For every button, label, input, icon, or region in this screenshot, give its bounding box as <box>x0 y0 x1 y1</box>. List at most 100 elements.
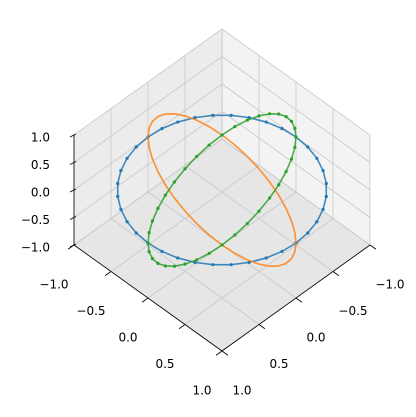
marker <box>183 167 187 171</box>
y-tick-mark <box>332 271 340 277</box>
marker <box>176 120 180 124</box>
marker <box>324 194 328 199</box>
marker <box>321 207 325 211</box>
marker <box>119 169 123 173</box>
y-axis-line <box>221 244 371 352</box>
marker <box>277 183 281 187</box>
z-tick-label: −0.5 <box>21 213 50 227</box>
y-tick-label: 1.0 <box>232 384 251 398</box>
y-tick-mark <box>221 350 229 356</box>
y-tick-label: 0.0 <box>306 331 325 345</box>
grid-line <box>184 165 334 272</box>
x-tick-label: −0.5 <box>76 304 105 318</box>
marker <box>284 170 288 174</box>
marker <box>156 261 160 265</box>
x-tick-mark <box>141 297 149 303</box>
marker <box>289 119 294 123</box>
marker <box>150 219 155 223</box>
z-tick-label: 1.0 <box>31 131 50 145</box>
x-tick-label: 0.0 <box>118 331 137 345</box>
marker <box>211 263 215 267</box>
x-tick-mark <box>178 324 186 330</box>
marker <box>195 154 199 159</box>
marker <box>229 263 233 267</box>
marker <box>264 120 268 124</box>
grid-line <box>73 56 223 163</box>
marker <box>245 221 249 226</box>
x-tick-mark <box>215 350 223 356</box>
marker <box>284 115 288 119</box>
z-tick-label: 0.5 <box>31 158 50 172</box>
marker <box>125 220 129 224</box>
marker <box>160 249 164 254</box>
marker <box>172 180 177 184</box>
grid-line <box>110 218 260 325</box>
marker <box>147 231 151 235</box>
marker <box>315 156 319 160</box>
marker <box>125 156 129 160</box>
grid-line <box>221 111 371 218</box>
grid-line <box>221 28 371 136</box>
marker <box>150 257 155 261</box>
marker <box>163 193 167 197</box>
x-axis-line <box>73 244 223 352</box>
z-tick-mark <box>69 243 77 248</box>
x-tick-label: 0.5 <box>155 357 174 371</box>
z-tick-label: −1.0 <box>21 241 50 255</box>
marker <box>280 126 284 131</box>
z-tick-label: 0.0 <box>31 186 50 200</box>
marker <box>146 241 150 245</box>
z-tick-mark <box>69 216 77 220</box>
marker <box>264 256 268 260</box>
marker <box>116 194 120 199</box>
grid-line <box>73 111 223 218</box>
marker <box>293 145 297 149</box>
marker <box>207 251 211 255</box>
marker <box>220 133 224 137</box>
marker <box>229 113 233 117</box>
marker <box>156 206 160 210</box>
x-tick-mark <box>104 271 112 277</box>
marker <box>321 169 325 173</box>
z-tick-mark <box>69 161 77 165</box>
y-tick-label: 0.5 <box>269 357 288 371</box>
grid-line <box>73 28 223 136</box>
y-tick-mark <box>258 324 266 330</box>
x-tick-label: 1.0 <box>192 384 211 398</box>
marker <box>293 126 297 130</box>
series-line <box>147 112 297 268</box>
marker <box>289 157 294 161</box>
marker <box>147 250 151 254</box>
marker <box>207 143 211 147</box>
marker <box>277 112 281 116</box>
marker <box>163 264 167 268</box>
y-tick-mark <box>369 244 377 250</box>
z-tick-mark <box>69 188 77 193</box>
marker <box>267 112 272 116</box>
marker <box>183 262 187 266</box>
marker <box>134 231 138 235</box>
grid-line <box>221 56 371 163</box>
z-tick-mark <box>69 133 77 138</box>
marker <box>306 145 310 149</box>
marker <box>172 264 177 268</box>
marker <box>233 125 237 129</box>
x-tick-label: −1.0 <box>39 278 68 292</box>
marker <box>220 243 224 247</box>
y-tick-mark <box>295 297 303 303</box>
marker <box>294 135 298 139</box>
marker <box>134 145 138 149</box>
marker <box>280 249 284 254</box>
y-tick-label: −0.5 <box>338 304 367 318</box>
marker <box>119 207 123 211</box>
marker <box>195 258 199 262</box>
marker <box>160 126 164 131</box>
marker <box>306 231 310 235</box>
marker <box>245 118 249 122</box>
marker <box>324 181 328 186</box>
y-tick-label: −1.0 <box>375 278 404 292</box>
marker <box>176 256 180 260</box>
marker <box>233 233 237 237</box>
marker <box>257 114 261 118</box>
